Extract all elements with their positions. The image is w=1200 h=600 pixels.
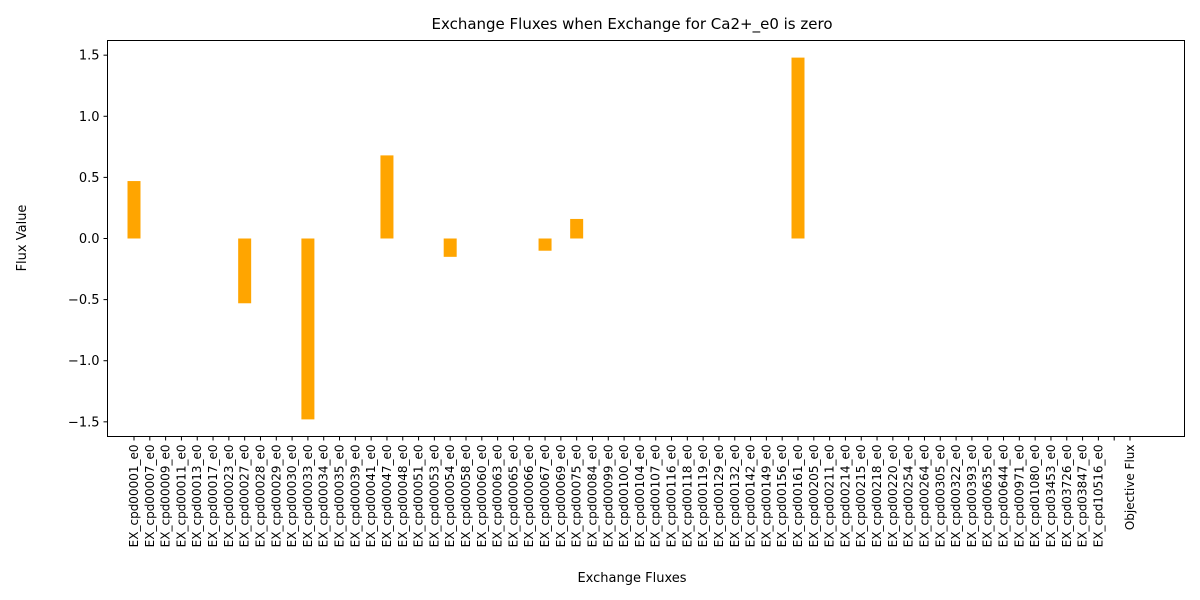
x-tick-label: EX_cpd01080_e0 (1028, 445, 1042, 548)
x-tick-label: Objective Flux (1123, 445, 1137, 531)
chart-title: Exchange Fluxes when Exchange for Ca2+_e… (431, 15, 832, 34)
x-tick-label: EX_cpd00029_e0 (269, 445, 283, 548)
x-tick-label: EX_cpd00033_e0 (301, 445, 315, 548)
x-tick-label: EX_cpd00118_e0 (680, 445, 694, 548)
bar-EX_cpd00027_e0 (238, 238, 252, 304)
x-tick-label: EX_cpd00009_e0 (159, 445, 173, 548)
x-tick-label: EX_cpd00971_e0 (1012, 445, 1026, 548)
x-tick-label: EX_cpd00218_e0 (870, 445, 884, 548)
x-tick-label: EX_cpd00104_e0 (633, 445, 647, 548)
x-tick-label: EX_cpd00142_e0 (744, 445, 758, 548)
x-tick-label: EX_cpd00039_e0 (348, 445, 362, 548)
bar-EX_cpd00067_e0 (538, 238, 552, 251)
x-tick-label: EX_cpd00054_e0 (443, 445, 457, 548)
x-tick-label: EX_cpd00161_e0 (791, 445, 805, 548)
x-tick-label: EX_cpd00132_e0 (728, 445, 742, 548)
x-tick-label: EX_cpd00075_e0 (570, 445, 584, 548)
bar-EX_cpd00001_e0 (127, 181, 141, 239)
y-tick-label: −0.5 (68, 293, 100, 308)
x-tick-label: EX_cpd00254_e0 (902, 445, 916, 548)
bar-EX_cpd00161_e0 (791, 57, 805, 239)
bar-EX_cpd00075_e0 (570, 218, 584, 239)
x-tick-label: EX_cpd00047_e0 (380, 445, 394, 548)
y-tick-label: −1.5 (68, 415, 100, 430)
x-tick-label: EX_cpd00211_e0 (823, 445, 837, 548)
x-tick-label: EX_cpd00001_e0 (127, 445, 141, 548)
x-tick-label: EX_cpd00041_e0 (364, 445, 378, 548)
bars-group (127, 57, 805, 420)
x-tick-label: EX_cpd00069_e0 (554, 445, 568, 548)
x-tick-label: EX_cpd10516_e0 (1091, 445, 1105, 548)
x-tick-label: EX_cpd00220_e0 (886, 445, 900, 548)
x-tick-label: EX_cpd03453_e0 (1044, 445, 1058, 548)
x-tick-label: EX_cpd00028_e0 (253, 445, 267, 548)
bar-EX_cpd00054_e0 (443, 238, 457, 257)
x-tick-label: EX_cpd00017_e0 (206, 445, 220, 548)
x-tick-label: EX_cpd00063_e0 (491, 445, 505, 548)
y-tick-label: 0.5 (79, 171, 100, 186)
x-tick-label: EX_cpd00214_e0 (838, 445, 852, 548)
x-tick-label: EX_cpd00051_e0 (412, 445, 426, 548)
x-tick-label: EX_cpd03726_e0 (1060, 445, 1074, 548)
x-tick-label: EX_cpd00030_e0 (285, 445, 299, 548)
x-tick-label: EX_cpd00084_e0 (585, 445, 599, 548)
x-tick-label: EX_cpd00053_e0 (427, 445, 441, 548)
y-tick-label: 0.0 (79, 232, 100, 247)
y-axis: −1.5 −1.0 −0.5 0.0 0.5 1.0 1.5 (68, 49, 108, 430)
x-tick-label: EX_cpd00393_e0 (965, 445, 979, 548)
x-tick-label: EX_cpd00100_e0 (617, 445, 631, 548)
x-tick-label: EX_cpd00264_e0 (917, 445, 931, 548)
x-tick-label: EX_cpd00027_e0 (238, 445, 252, 548)
x-tick-label: EX_cpd00107_e0 (649, 445, 663, 548)
x-tick-label: EX_cpd00635_e0 (981, 445, 995, 548)
x-axis-label: Exchange Fluxes (577, 571, 686, 586)
x-tick-label: EX_cpd00149_e0 (759, 445, 773, 548)
y-tick-label: 1.5 (79, 49, 100, 64)
x-tick-label: EX_cpd00205_e0 (807, 445, 821, 548)
plot-frame (107, 40, 1185, 437)
x-tick-label: EX_cpd00119_e0 (696, 445, 710, 548)
x-tick-label: EX_cpd00215_e0 (854, 445, 868, 548)
y-tick-label: −1.0 (68, 354, 100, 369)
bar-EX_cpd00033_e0 (301, 238, 315, 420)
x-tick-label: EX_cpd00305_e0 (933, 445, 947, 548)
x-tick-label: EX_cpd00011_e0 (174, 445, 188, 548)
x-tick-label: EX_cpd00007_e0 (143, 445, 157, 548)
x-tick-label: EX_cpd00065_e0 (506, 445, 520, 548)
x-tick-label: EX_cpd00035_e0 (333, 445, 347, 548)
x-tick-label: EX_cpd00013_e0 (190, 445, 204, 548)
x-tick-label: EX_cpd03847_e0 (1076, 445, 1090, 548)
x-tick-label: EX_cpd00644_e0 (997, 445, 1011, 548)
x-tick-label: EX_cpd00129_e0 (712, 445, 726, 548)
y-tick-label: 1.0 (79, 110, 100, 125)
x-axis: EX_cpd00001_e0 EX_cpd00007_e0 EX_cpd00009_… (127, 436, 1137, 548)
x-tick-label: EX_cpd00067_e0 (538, 445, 552, 548)
x-tick-label: EX_cpd00099_e0 (601, 445, 615, 548)
x-tick-label: EX_cpd00058_e0 (459, 445, 473, 548)
x-tick-label: EX_cpd00048_e0 (396, 445, 410, 548)
x-tick-label: EX_cpd00023_e0 (222, 445, 236, 548)
x-tick-label: EX_cpd00034_e0 (317, 445, 331, 548)
x-tick-label: EX_cpd00156_e0 (775, 445, 789, 548)
bar-EX_cpd00047_e0 (380, 155, 394, 239)
x-tick-label: EX_cpd00322_e0 (949, 445, 963, 548)
x-tick-label: EX_cpd00060_e0 (475, 445, 489, 548)
x-tick-label: EX_cpd00066_e0 (522, 445, 536, 548)
y-axis-label: Flux Value (15, 205, 30, 272)
x-tick-label: EX_cpd00116_e0 (665, 445, 679, 548)
